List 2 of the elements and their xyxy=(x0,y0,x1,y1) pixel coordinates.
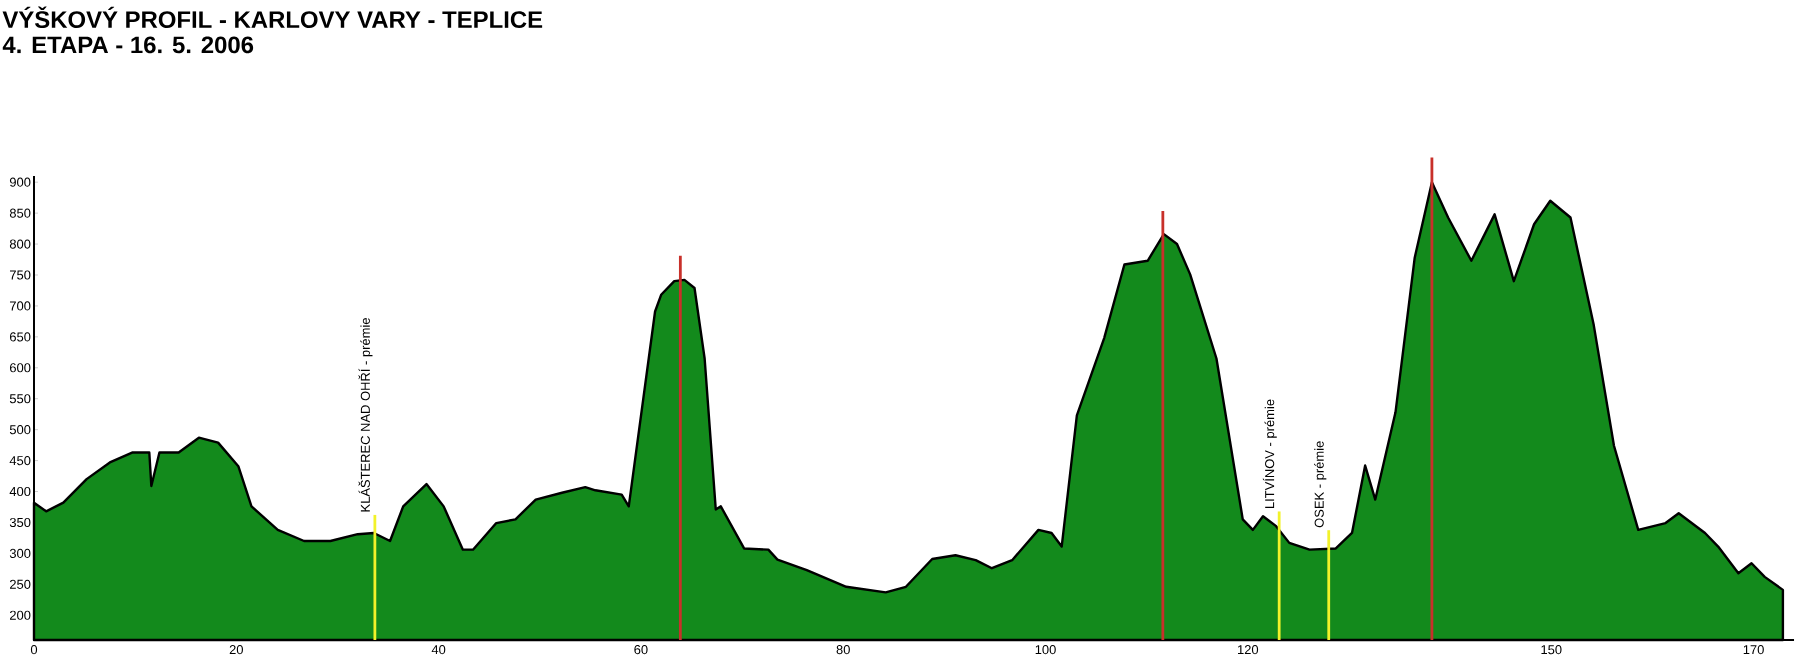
chart-subtitle: 4. ETAPA - 16. 5. 2006 xyxy=(2,36,254,54)
chart-title: VÝŠKOVÝ PROFIL - KARLOVY VARY - TEPLICE xyxy=(2,6,543,29)
